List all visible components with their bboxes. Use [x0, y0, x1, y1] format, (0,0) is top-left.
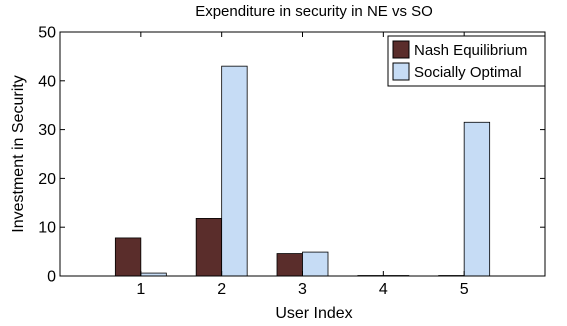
bar-nash-equilibrium-user-3 — [276, 253, 303, 277]
legend-swatch-socially-optimal — [392, 62, 410, 81]
legend-label-nash-equilibrium: Nash Equilibrium — [414, 42, 527, 59]
x-axis-label: User Index — [275, 305, 352, 322]
y-axis-label: Investment in Security — [10, 75, 27, 232]
y-tick-label: 30 — [38, 122, 56, 139]
x-tick-label-5: 5 — [460, 281, 469, 298]
legend: Nash Equilibrium Socially Optimal — [387, 35, 546, 87]
x-tick-label-4: 4 — [379, 281, 388, 298]
legend-box — [387, 35, 546, 87]
bar-socially-optimal-user-5 — [463, 121, 491, 277]
bar-nash-equilibrium-user-2 — [195, 218, 223, 277]
x-tick-label-1: 1 — [136, 281, 145, 298]
bars-layer — [114, 65, 491, 277]
bar-socially-optimal-user-3 — [302, 251, 329, 277]
y-tick-label: 10 — [38, 220, 56, 237]
ticks-layer: 0 10 20 30 40 50 1 2 3 4 5 — [38, 25, 545, 298]
y-tick-label: 0 — [47, 269, 56, 286]
y-tick-label: 20 — [38, 171, 56, 188]
x-tick-label-2: 2 — [217, 281, 226, 298]
y-tick-label: 50 — [38, 25, 56, 42]
bar-nash-equilibrium-user-1 — [114, 237, 142, 277]
legend-swatch-nash-equilibrium — [392, 40, 410, 59]
plot-area-frame — [59, 31, 546, 277]
bar-socially-optimal-user-2 — [221, 65, 248, 277]
chart-title: Expenditure in security in NE vs SO — [195, 3, 433, 20]
legend-label-socially-optimal: Socially Optimal — [414, 64, 522, 81]
x-tick-label-3: 3 — [298, 281, 307, 298]
y-tick-label: 40 — [38, 73, 56, 90]
